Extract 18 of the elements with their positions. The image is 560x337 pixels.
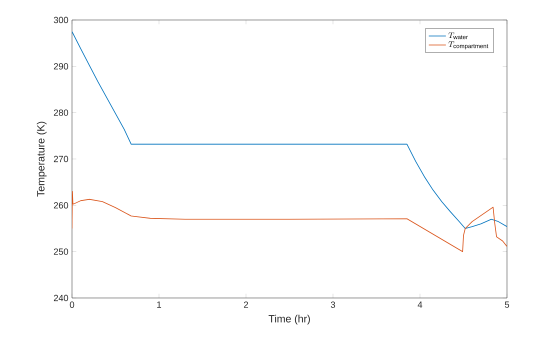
x-tick-label: 5 bbox=[504, 302, 510, 308]
y-tick-label: 270 bbox=[54, 156, 68, 162]
line-series bbox=[72, 191, 507, 252]
x-tick-label: 2 bbox=[244, 302, 248, 308]
y-tick-label: 240 bbox=[54, 294, 68, 302]
y-tick-label: 260 bbox=[54, 202, 68, 209]
y-tick-label: 300 bbox=[54, 16, 68, 24]
y-tick-label: 290 bbox=[54, 63, 68, 70]
x-axis-title: Time (hr) bbox=[268, 314, 310, 325]
legend-label: $T_{\mathrm{compartment}}$ bbox=[448, 42, 488, 50]
x-tick-label: 3 bbox=[330, 302, 336, 308]
legend-label: $T_{\mathrm{water}}$ bbox=[448, 32, 468, 40]
x-tick-label: 0 bbox=[70, 302, 74, 308]
x-tick-label: 1 bbox=[157, 302, 162, 308]
x-tick-label: 4 bbox=[418, 302, 422, 308]
y-tick-label: 280 bbox=[54, 109, 68, 116]
y-axis-title: Temperature (K) bbox=[36, 122, 47, 197]
y-tick-label: 250 bbox=[54, 248, 68, 255]
